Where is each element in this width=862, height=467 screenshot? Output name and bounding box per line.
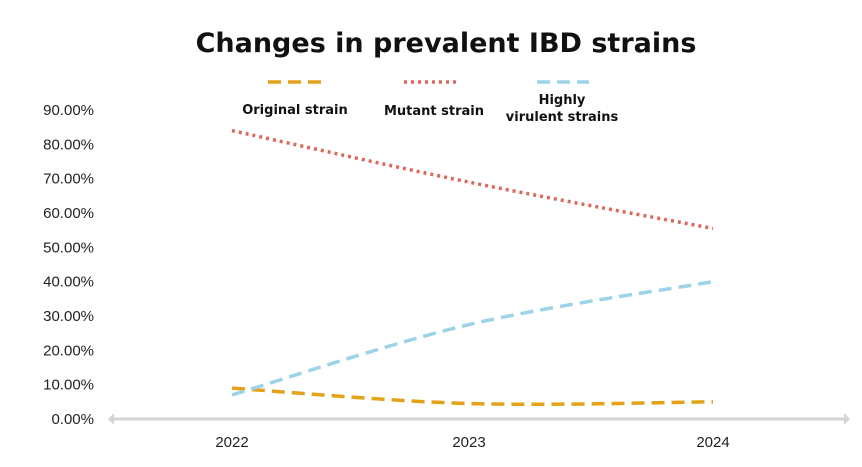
x-axis: 2022 2023 2024 — [108, 413, 850, 451]
legend-label-highly-virulent-strains: Highly — [539, 93, 586, 108]
legend: Original strain Mutant strain Highly virule… — [242, 80, 619, 125]
y-tick-label: 10.00% — [43, 377, 94, 394]
data-point-mutant-strain — [467, 180, 471, 184]
data-point-highly-virulent-strains — [711, 280, 715, 284]
y-tick-label: 0.00% — [51, 411, 94, 428]
y-tick-label: 30.00% — [43, 308, 94, 325]
y-tick-label: 20.00% — [43, 342, 94, 359]
legend-label-highly-virulent-strains: virulent strains — [506, 110, 619, 125]
data-point-highly-virulent-strains — [230, 393, 234, 397]
y-tick-label: 70.00% — [43, 171, 94, 188]
y-tick-label: 80.00% — [43, 136, 94, 153]
data-point-highly-virulent-strains — [467, 323, 471, 327]
series-line-highly-virulent-strains — [231, 279, 714, 397]
series-layer — [230, 128, 715, 407]
y-tick-label: 60.00% — [43, 205, 94, 222]
data-point-original-strain — [230, 386, 234, 390]
x-tick-label: 2023 — [452, 434, 485, 451]
data-point-original-strain — [711, 400, 715, 404]
data-point-original-strain — [467, 402, 471, 406]
y-tick-label: 40.00% — [43, 274, 94, 291]
x-axis-right-arrow — [844, 413, 850, 425]
legend-label-mutant-strain: Mutant strain — [384, 104, 484, 119]
data-point-mutant-strain — [230, 129, 234, 133]
x-tick-label: 2024 — [696, 434, 729, 451]
data-point-mutant-strain — [711, 226, 715, 230]
chart-title: Changes in prevalent IBD strains — [196, 28, 697, 59]
legend-label-original-strain: Original strain — [242, 103, 348, 118]
x-tick-label: 2022 — [215, 434, 248, 451]
series-line-original-strain — [231, 386, 714, 407]
y-tick-label: 50.00% — [43, 239, 94, 256]
y-tick-label: 90.00% — [43, 102, 94, 119]
series-line-mutant-strain — [231, 128, 714, 231]
x-axis-left-arrow — [108, 413, 114, 425]
y-axis: 0.00% 10.00% 20.00% 30.00% 40.00% 50.00% 60.00… — [43, 102, 94, 428]
